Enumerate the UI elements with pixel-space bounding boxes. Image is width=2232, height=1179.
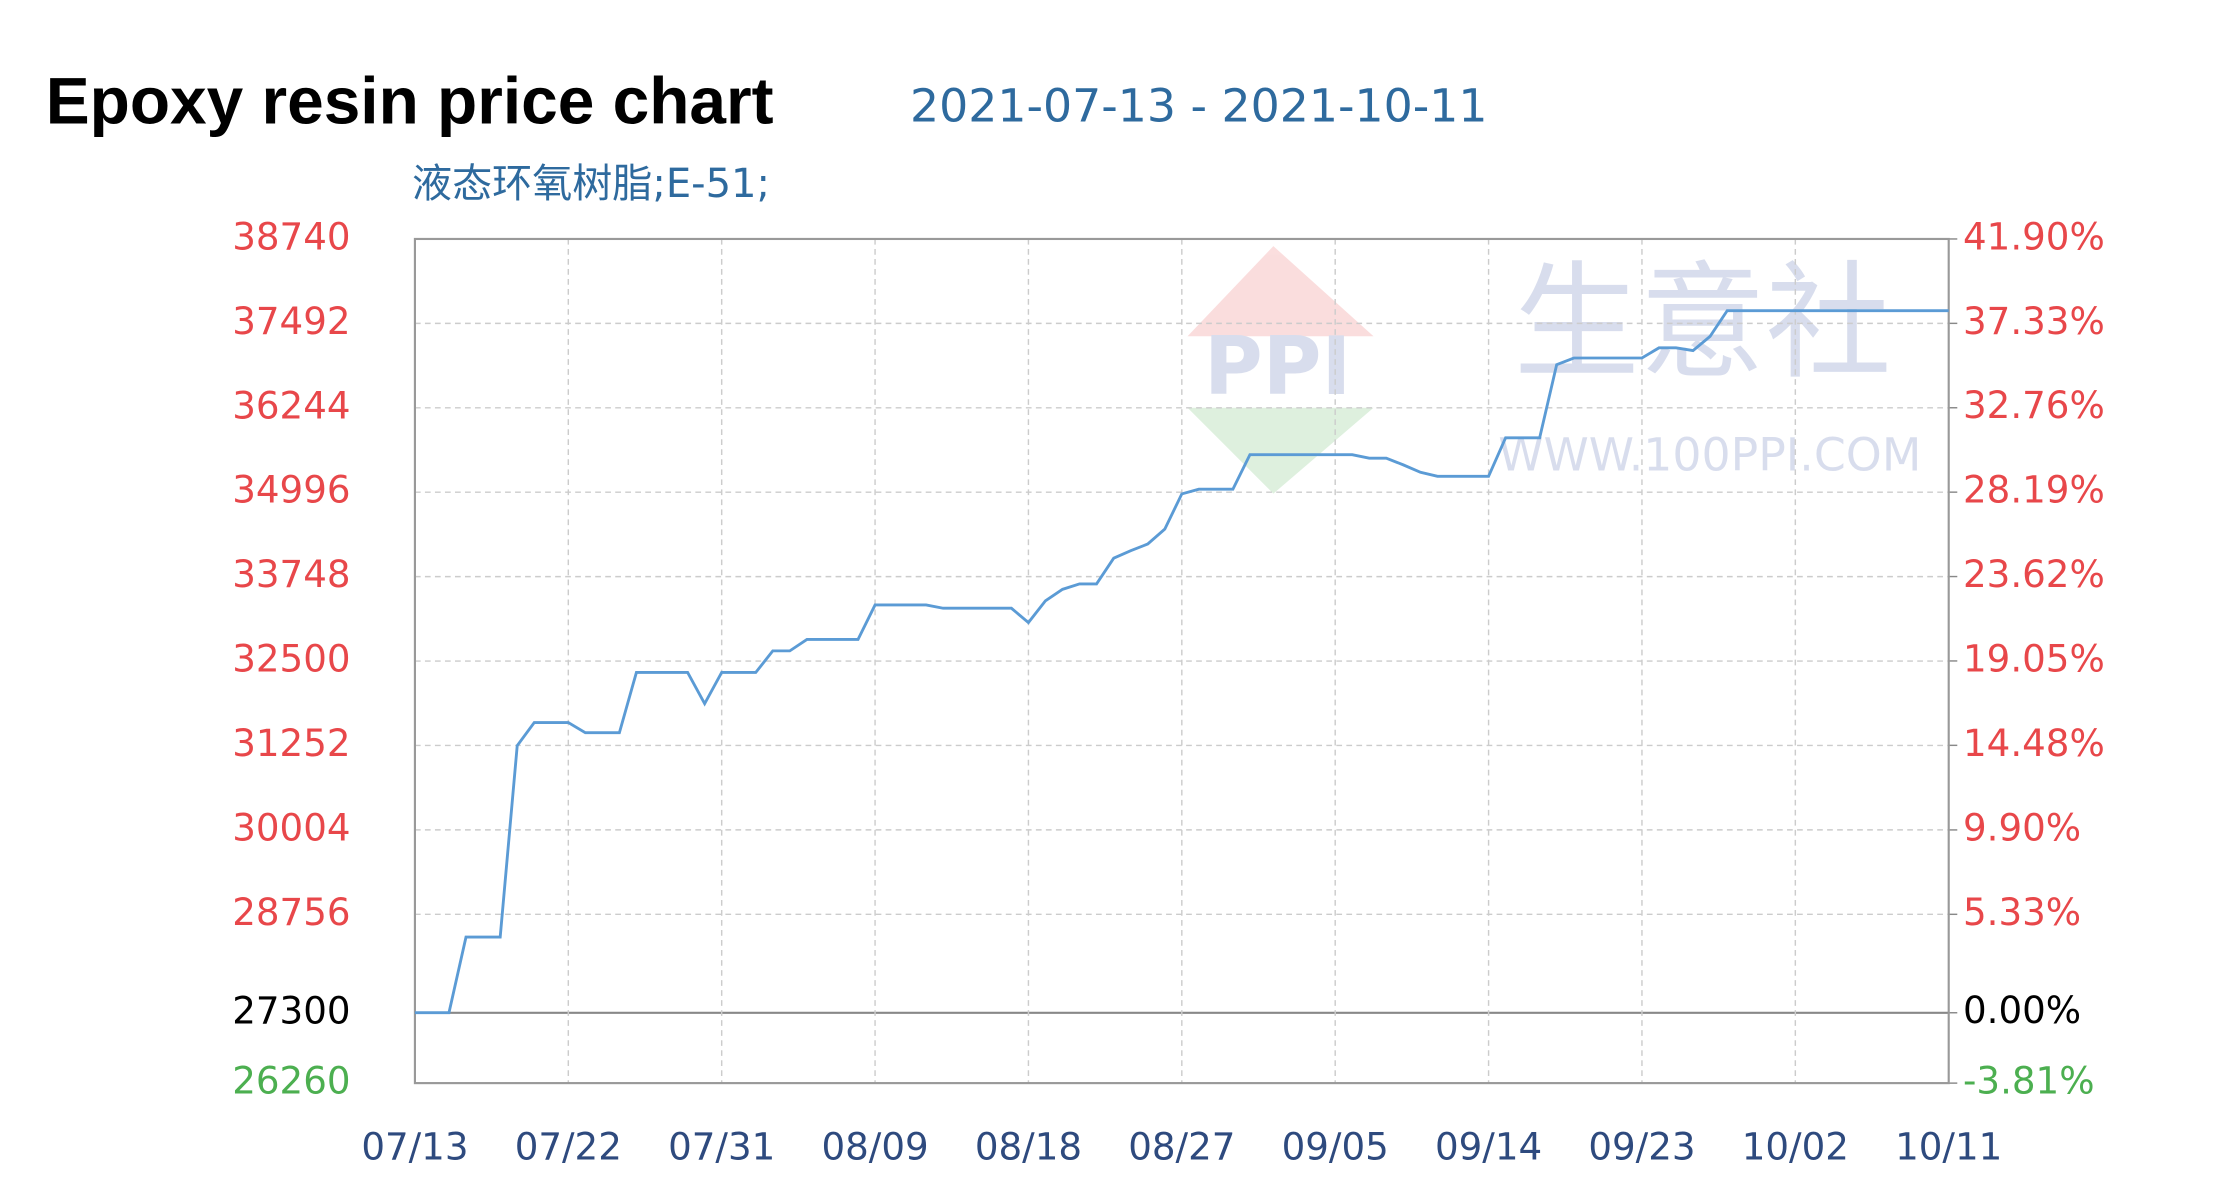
watermark-text: WWW.100PPI.COM (1498, 428, 1921, 481)
y2-tick-label: 23.62% (1963, 552, 2105, 596)
y-tick-label: 38740 (232, 214, 350, 258)
y2-tick-label: 37.33% (1963, 299, 2105, 343)
x-tick-label: 09/14 (1435, 1124, 1542, 1168)
watermark-text: PPI (1204, 320, 1351, 413)
y2-tick-label: -3.81% (1963, 1059, 2095, 1103)
y2-tick-label: 19.05% (1963, 636, 2105, 680)
watermark-shape (1187, 246, 1374, 337)
x-tick-label: 07/13 (361, 1124, 468, 1168)
x-tick-label: 07/22 (515, 1124, 622, 1168)
y-tick-label: 27300 (232, 988, 350, 1032)
x-tick-label: 08/27 (1128, 1124, 1235, 1168)
y-tick-label: 31252 (232, 721, 350, 765)
y-tick-label: 32500 (232, 637, 350, 681)
y2-tick-label: 32.76% (1963, 383, 2105, 427)
y-tick-label: 34996 (232, 468, 350, 512)
y-tick-label: 26260 (232, 1059, 350, 1103)
y2-tick-label: 9.90% (1963, 805, 2081, 849)
x-tick-label: 08/18 (975, 1124, 1082, 1168)
x-tick-label: 08/09 (821, 1124, 928, 1168)
x-tick-label: 10/02 (1742, 1124, 1849, 1168)
x-tick-label: 07/31 (668, 1124, 775, 1168)
x-tick-label: 10/11 (1895, 1124, 2002, 1168)
chart-title: Epoxy resin price chart (46, 63, 774, 137)
y-tick-label: 28756 (232, 890, 350, 934)
y-tick-label: 33748 (232, 552, 350, 596)
x-tick-label: 09/05 (1282, 1124, 1389, 1168)
y-tick-label: 36244 (232, 383, 350, 427)
watermark-shape (1187, 407, 1374, 494)
plot-frame (413, 237, 1950, 1085)
price-line (414, 309, 1949, 1015)
y-tick-label: 30004 (232, 805, 350, 849)
x-tick-label: 09/23 (1588, 1124, 1695, 1168)
y2-tick-label: 5.33% (1963, 890, 2081, 934)
y2-tick-label: 14.48% (1963, 721, 2105, 765)
y-tick-label: 37492 (232, 299, 350, 343)
y2-tick-label: 28.19% (1963, 468, 2105, 512)
chart-subtitle: 2021-07-13 - 2021-10-11 (910, 79, 1488, 132)
legend-entry: 液态环氧树脂;E-51; (412, 161, 770, 207)
y2-tick-label: 41.90% (1963, 214, 2105, 258)
y2-tick-label: 0.00% (1963, 988, 2081, 1032)
